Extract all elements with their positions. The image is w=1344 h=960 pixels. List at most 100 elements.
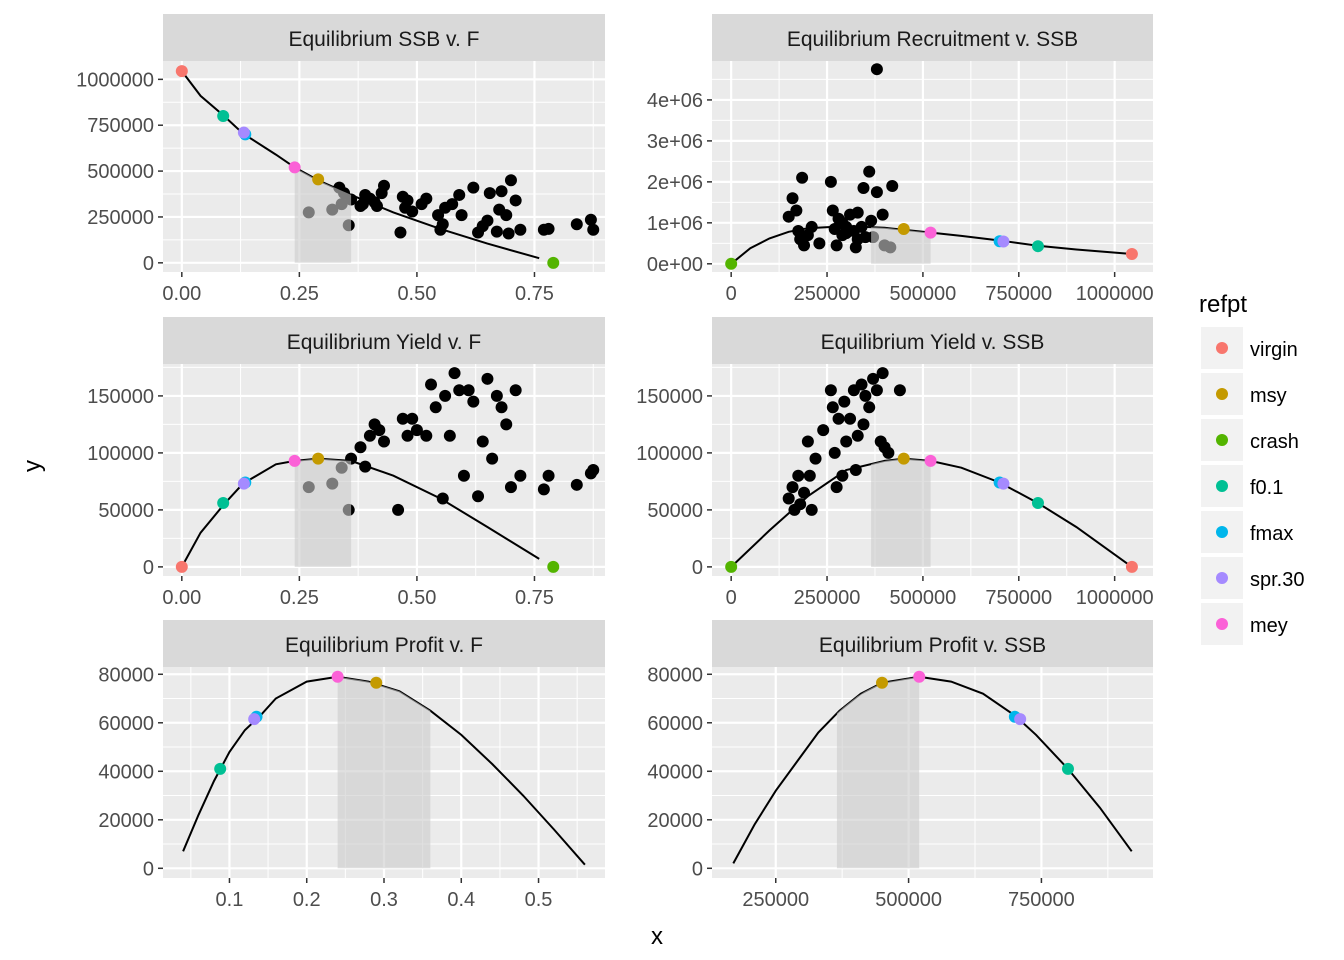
observation-point <box>436 492 449 505</box>
observation-point <box>354 441 367 454</box>
refpt-spr.30 <box>248 713 261 726</box>
refpt-msy <box>897 452 910 465</box>
observation-point <box>490 225 503 238</box>
observation-point <box>849 464 862 476</box>
y-tick-label: 1e+06 <box>647 213 703 235</box>
y-tick-label: 0 <box>143 253 154 275</box>
shaded-band <box>337 676 431 869</box>
refpt-spr.30 <box>997 235 1010 248</box>
observation-point <box>824 384 837 397</box>
observation-point <box>587 223 600 236</box>
observation-point <box>796 171 809 184</box>
facet-title: Equilibrium Yield v. F <box>287 331 482 354</box>
observation-point <box>448 367 461 380</box>
observation-point <box>587 464 600 476</box>
observation-point <box>425 378 438 391</box>
observation-point <box>857 182 870 195</box>
observation-point <box>790 204 803 217</box>
x-axis-title: x <box>651 923 663 950</box>
x-tick-label: 0.50 <box>397 283 436 305</box>
observation-point <box>851 206 864 219</box>
y-tick-label: 20000 <box>647 810 703 832</box>
facet-title: Equilibrium Profit v. SSB <box>819 634 1046 657</box>
x-tick-label: 0.2 <box>293 889 321 911</box>
observation-point <box>851 429 864 442</box>
observation-point <box>859 389 872 402</box>
observation-point <box>813 237 826 250</box>
refpt-f0.1 <box>217 110 230 123</box>
observation-point <box>840 435 853 448</box>
observation-point <box>832 412 845 425</box>
legend-swatch-fmax <box>1216 526 1228 538</box>
x-tick-label: 750000 <box>1008 889 1075 911</box>
refpt-msy <box>370 676 383 689</box>
legend-swatch-spr.30 <box>1216 572 1228 584</box>
y-tick-label: 100000 <box>636 443 703 465</box>
y-tick-label: 50000 <box>647 500 703 522</box>
legend-label: msy <box>1250 385 1287 407</box>
legend-label: spr.30 <box>1250 569 1304 591</box>
observation-point <box>502 227 515 240</box>
refpt-spr.30 <box>237 477 250 490</box>
refpt-f0.1 <box>1031 497 1044 510</box>
x-tick-label: 0.25 <box>280 587 319 609</box>
refpt-virgin <box>175 560 188 573</box>
refpt-virgin <box>1125 560 1138 573</box>
x-tick-label: 0.00 <box>162 587 201 609</box>
refpt-f0.1 <box>1031 240 1044 253</box>
y-tick-label: 60000 <box>98 713 154 735</box>
legend-label: mey <box>1250 615 1288 637</box>
legend-label: virgin <box>1250 339 1298 361</box>
legend-swatch-crash <box>1216 434 1228 446</box>
observation-point <box>467 181 480 194</box>
observation-point <box>838 395 851 408</box>
shaded-band <box>294 458 352 567</box>
observation-point <box>509 384 522 397</box>
refpt-mey <box>913 670 926 683</box>
y-tick-label: 40000 <box>647 761 703 783</box>
observation-point <box>794 498 807 511</box>
observation-point <box>828 446 841 459</box>
observation-point <box>782 492 795 505</box>
observation-point <box>363 429 376 442</box>
refpt-virgin <box>175 65 188 78</box>
observation-point <box>514 469 527 482</box>
observation-point <box>378 435 390 448</box>
y-tick-label: 1000000 <box>76 69 154 91</box>
y-tick-label: 3e+06 <box>647 131 703 153</box>
observation-point <box>865 214 878 227</box>
observation-point <box>467 395 480 408</box>
refpt-crash <box>725 560 738 573</box>
observation-point <box>867 372 880 385</box>
observation-point <box>570 218 583 231</box>
refpt-spr.30 <box>1014 713 1027 726</box>
y-tick-label: 80000 <box>647 664 703 686</box>
x-tick-label: 500000 <box>890 283 957 305</box>
panel-4: Equilibrium Profit v. F 0.1 0.2 0.3 0.4 0.5 0 2… <box>98 620 605 911</box>
observation-point <box>851 233 864 246</box>
equilibrium-curve <box>732 675 1133 864</box>
y-tick-label: 50000 <box>98 500 154 522</box>
observation-point <box>876 208 889 221</box>
x-tick-label: 0.4 <box>447 889 475 911</box>
refpt-mey <box>924 226 937 239</box>
x-tick-label: 250000 <box>794 587 861 609</box>
observation-point <box>542 469 555 482</box>
y-tick-label: 150000 <box>636 386 703 408</box>
observation-point <box>443 429 456 442</box>
observation-point <box>378 179 390 192</box>
panel-background <box>712 364 1153 576</box>
x-tick-label: 500000 <box>875 889 942 911</box>
refpt-mey <box>288 454 301 467</box>
facet-title: Equilibrium Recruitment v. SSB <box>787 28 1078 51</box>
observation-point <box>401 194 414 207</box>
panel-background <box>712 667 1153 878</box>
observation-point <box>514 223 527 236</box>
refpt-f0.1 <box>217 497 230 510</box>
observation-point <box>792 469 805 482</box>
observation-point <box>803 469 816 482</box>
refpt-mey <box>331 670 344 683</box>
refpt-f0.1 <box>214 762 227 775</box>
observation-point <box>798 239 811 252</box>
observation-point <box>857 418 870 431</box>
